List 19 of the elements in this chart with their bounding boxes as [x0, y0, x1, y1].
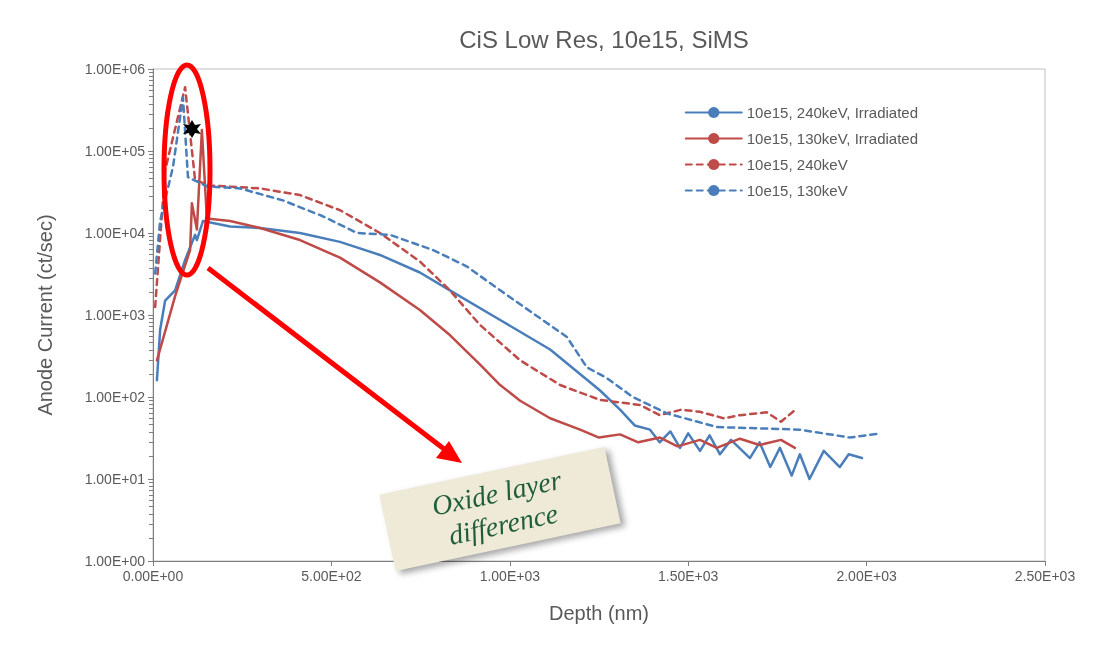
y-axis-title: Anode Current (ct/sec): [34, 214, 56, 416]
y-tick-label: 1.00E+05: [84, 143, 146, 159]
y-tick-label: 1.00E+00: [84, 553, 146, 569]
chart-title: CiS Low Res, 10e15, SiMS: [459, 25, 749, 53]
y-tick-label: 1.00E+04: [84, 225, 146, 241]
legend-label: 10e15, 240keV: [746, 156, 848, 173]
x-axis-title: Depth (nm): [548, 602, 650, 624]
x-tick-label: 2.50E+03: [1014, 568, 1076, 584]
y-tick-label: 1.00E+03: [84, 307, 146, 323]
y-tick-label: 1.00E+01: [84, 471, 146, 487]
legend-label: 10e15, 240keV, Irradiated: [746, 104, 918, 121]
y-tick-label: 1.00E+02: [84, 389, 146, 405]
y-tick-label: 1.00E+06: [84, 61, 146, 77]
legend-label: 10e15, 130keV, Irradiated: [746, 130, 918, 147]
x-tick-label: 5.00E+02: [301, 568, 362, 584]
x-tick-label: 1.50E+03: [658, 568, 719, 584]
x-tick-label: 2.00E+03: [836, 568, 897, 584]
legend-label: 10e15, 130keV: [746, 182, 848, 199]
x-tick-label: 0.00E+00: [122, 568, 184, 584]
